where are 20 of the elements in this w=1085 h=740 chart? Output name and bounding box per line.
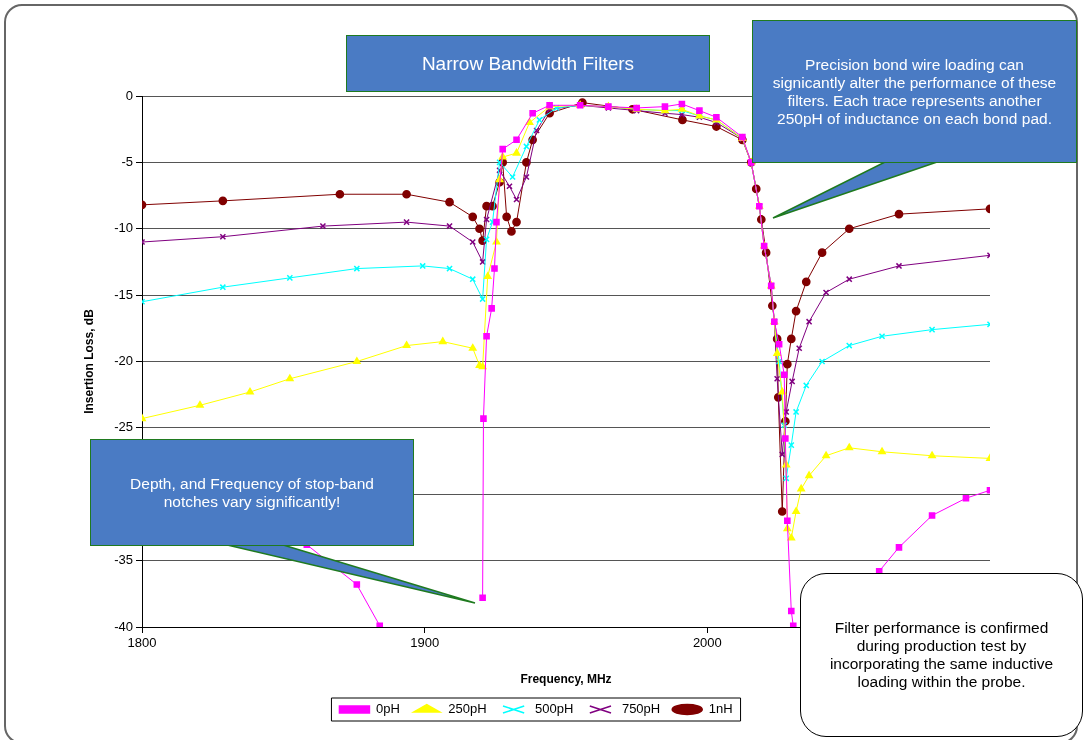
- legend-label: 250pH: [448, 701, 487, 717]
- y-tick-label: -10: [114, 220, 133, 236]
- x-tick-label: 1900: [410, 635, 440, 651]
- y-axis-title: Insertion Loss, dB: [81, 308, 96, 414]
- legend-label: 750pH: [621, 701, 661, 717]
- legend-label: 0pH: [375, 701, 400, 717]
- x-tick-label: 1800: [127, 635, 157, 651]
- legend-label: 1nH: [708, 701, 733, 717]
- y-tick-label: -5: [121, 153, 133, 169]
- x-tick-label: 2000: [692, 635, 722, 651]
- title-box: Narrow Bandwidth Filters: [346, 35, 710, 92]
- y-tick-label: -20: [114, 353, 133, 369]
- y-tick-label: -15: [114, 286, 133, 302]
- legend-label: 500pH: [535, 701, 574, 717]
- y-tick-label: 0: [125, 87, 133, 103]
- text-box: Filter performance is confirmed during production test by incorporating the same inductive loading within the probe.: [800, 573, 1083, 737]
- y-tick-label: -40: [114, 618, 133, 634]
- y-tick-label: -25: [114, 419, 133, 435]
- x-axis-title: Frequency, MHz: [520, 672, 612, 687]
- y-tick-label: -35: [114, 552, 133, 568]
